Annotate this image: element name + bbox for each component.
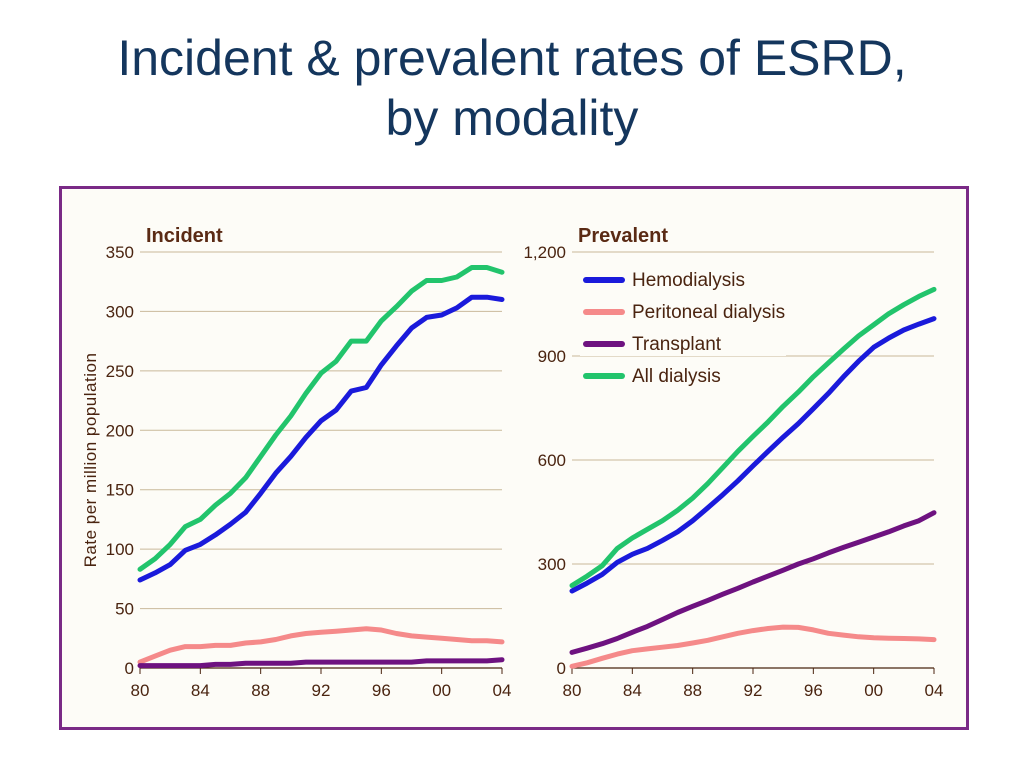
legend-label-pd: Peritoneal dialysis: [632, 302, 785, 323]
legend-label-all: All dialysis: [632, 366, 721, 387]
xtick-label-prevalent: 96: [804, 681, 823, 700]
chart-title-prevalent: Prevalent: [578, 225, 668, 247]
legend-label-tx: Transplant: [632, 334, 722, 355]
xtick-label-incident: 96: [372, 681, 391, 700]
xtick-label-incident: 00: [432, 681, 451, 700]
ytick-label-incident: 100: [106, 540, 134, 559]
xtick-label-incident: 84: [191, 681, 210, 700]
xtick-label-prevalent: 84: [623, 681, 642, 700]
slide-title-line-1: Incident & prevalent rates of ESRD,: [117, 30, 907, 86]
slide-title: Incident & prevalent rates of ESRD, by m…: [0, 28, 1024, 148]
legend-label-hd: Hemodialysis: [632, 270, 745, 291]
xtick-label-incident: 80: [131, 681, 150, 700]
y-axis-label-incident: Rate per million population: [81, 353, 100, 568]
chart-incident: 0 50 100 150 200 250 300 350 80 84 88 92 96 00 04 Incid…: [81, 225, 511, 700]
xtick-label-prevalent: 92: [744, 681, 763, 700]
ytick-label-prevalent: 900: [538, 347, 566, 366]
ytick-label-incident: 0: [125, 659, 134, 678]
charts-canvas: 0 50 100 150 200 250 300 350 80 84 88 92 96 00 04 Incid…: [81, 225, 943, 700]
ytick-label-incident: 350: [106, 243, 134, 262]
ytick-label-incident: 250: [106, 362, 134, 381]
series-line-incident-pd: [137, 626, 505, 665]
ytick-label-incident: 50: [115, 600, 134, 619]
series-line-incident-hd: [137, 294, 505, 583]
series-line-prevalent-pd: [569, 624, 937, 669]
ytick-label-incident: 150: [106, 481, 134, 500]
chart-frame: 0 50 100 150 200 250 300 350 80 84 88 92 96 00 04 Incid…: [59, 186, 969, 730]
series-line-prevalent-all: [569, 286, 937, 588]
legend: Hemodialysis Peritoneal dialysis Transplan…: [580, 266, 786, 388]
xtick-label-prevalent: 00: [864, 681, 883, 700]
xtick-label-prevalent: 80: [563, 681, 582, 700]
series-line-prevalent-hd: [569, 316, 937, 594]
chart-title-incident: Incident: [146, 225, 223, 247]
ytick-label-prevalent: 300: [538, 555, 566, 574]
xtick-label-prevalent: 88: [683, 681, 702, 700]
xtick-label-incident: 88: [251, 681, 270, 700]
slide-title-line-2: by modality: [385, 90, 639, 146]
ytick-label-prevalent: 1,200: [523, 243, 566, 262]
ytick-label-prevalent: 0: [557, 659, 566, 678]
ytick-label-incident: 200: [106, 421, 134, 440]
xtick-label-incident: 04: [493, 681, 512, 700]
ytick-label-incident: 300: [106, 302, 134, 321]
chart-prevalent: 0 300 600 900 1,200 80 84 88 92 96 00 04 Prevalent He…: [523, 225, 943, 700]
xtick-label-incident: 92: [312, 681, 331, 700]
series-line-incident-tx: [137, 657, 505, 669]
series-line-incident-all: [137, 265, 505, 572]
ytick-label-prevalent: 600: [538, 451, 566, 470]
xtick-label-prevalent: 04: [925, 681, 944, 700]
series-line-prevalent-tx: [569, 510, 937, 655]
